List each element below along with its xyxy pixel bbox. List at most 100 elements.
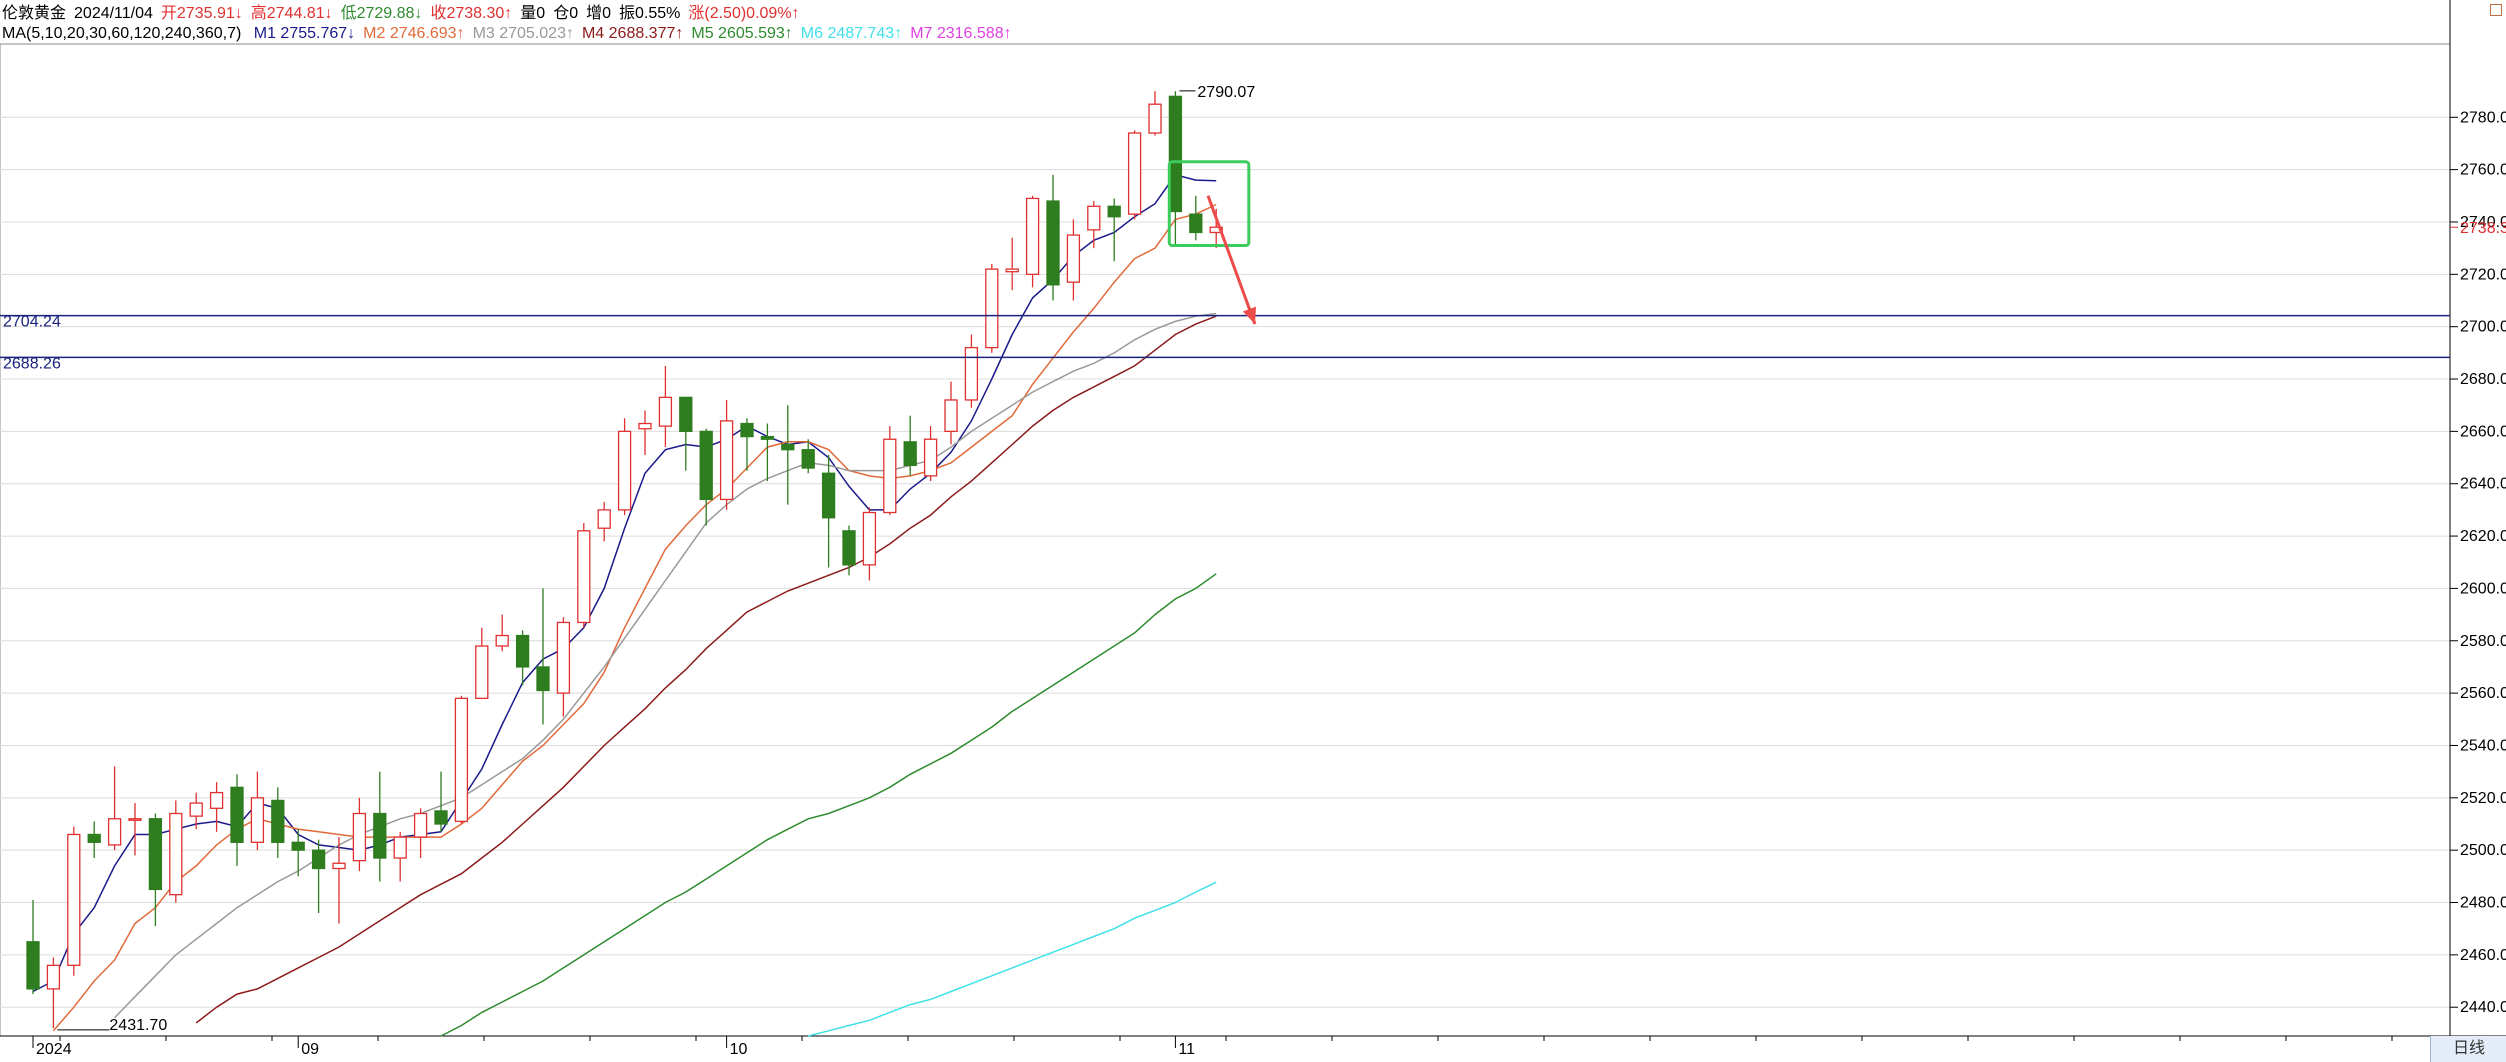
highlight-box[interactable] [1167,160,1251,248]
candle-up[interactable] [475,645,489,700]
candle-up[interactable] [454,697,469,823]
candle-up[interactable] [352,812,367,862]
header-amplitude: 振0.55% [619,5,681,22]
candle-up[interactable] [638,422,652,430]
candle-up[interactable] [1066,234,1081,283]
support-line-label: 2704.24 [3,314,61,331]
header-low: 低2729.88↓ [340,5,423,22]
candle-up[interactable] [209,791,224,809]
ma-m6: M6 2487.743↑ [800,25,903,42]
window-corner-box[interactable] [2490,4,2502,16]
candle-up[interactable] [393,836,407,859]
period-tab-daily[interactable]: 日线 [2430,1036,2506,1062]
x-tick-label: 10 [730,1041,748,1058]
candle-up[interactable] [1005,268,1019,273]
candle-up[interactable] [577,530,591,624]
candle-down[interactable] [536,666,550,692]
candle-down[interactable] [903,441,917,467]
candle-up[interactable] [1148,103,1162,134]
candle-up[interactable] [597,509,611,529]
candle-down[interactable] [842,530,856,566]
candle-down[interactable] [679,396,693,433]
candle-down[interactable] [515,634,530,668]
candle-down[interactable] [291,841,305,851]
y-tick-label: 2780.00 [2460,109,2506,126]
ma-line-m6 [808,881,1217,1037]
candle-down[interactable] [434,810,448,825]
last-price-label: 2738.30 [2460,220,2506,237]
ma-line-m1 [32,174,1217,993]
candle-down[interactable] [1189,213,1203,234]
candle-down[interactable] [699,430,713,501]
candle-up[interactable] [964,346,979,401]
candle-up[interactable] [923,438,938,477]
y-tick-label: 2680.00 [2460,371,2506,388]
candle-up[interactable] [1025,197,1040,275]
candle-up[interactable] [1127,132,1142,215]
candle-up[interactable] [169,812,183,896]
ma-m3: M3 2705.023↑ [472,25,574,42]
candle-down[interactable] [87,833,101,843]
candle-up[interactable] [189,802,203,817]
header-volume: 量0 [520,5,546,22]
candle-up[interactable] [944,399,958,433]
ma-header: MA(5,10,20,30,60,120,240,360,7) M1 2755.… [2,24,1020,44]
candle-up[interactable] [250,797,265,843]
header-increase: 增0 [586,5,611,22]
header-position: 仓0 [553,5,579,22]
y-tick-label: 2640.00 [2460,476,2506,493]
candle-up[interactable] [883,438,897,514]
y-tick-label: 2760.00 [2460,162,2506,179]
candle-up[interactable] [128,818,142,821]
header-close: 收2738.30↑ [430,5,513,22]
candle-up[interactable] [985,268,999,349]
candle-down[interactable] [801,449,815,469]
y-tick-label: 2480.00 [2460,895,2506,912]
candle-up[interactable] [46,964,61,990]
y-tick-label: 2580.00 [2460,633,2506,650]
y-tick-label: 2660.00 [2460,423,2506,440]
candle-up[interactable] [719,420,734,501]
y-tick-label: 2540.00 [2460,737,2506,754]
y-tick-label: 2460.00 [2460,947,2506,964]
candle-up[interactable] [107,818,122,846]
candle-down[interactable] [311,849,326,870]
candle-up[interactable] [862,511,877,566]
candle-down[interactable] [373,812,387,859]
header-high: 高2744.81↓ [250,5,333,22]
ma-m4: M4 2688.377↑ [581,25,684,42]
candle-up[interactable] [1087,205,1101,231]
candle-down[interactable] [740,422,754,438]
x-tick-label: 2024 [36,1041,72,1058]
candle-up[interactable] [413,812,428,838]
candle-down[interactable] [148,818,163,891]
candle-up[interactable] [1209,226,1223,234]
candle-down[interactable] [781,443,795,451]
candle-down[interactable] [271,799,285,843]
header-open: 开2735.91↓ [160,5,243,22]
ma-params: MA(5,10,20,30,60,120,240,360,7) [2,25,242,42]
y-tick-label: 2440.00 [2460,999,2506,1016]
ma-line-m4 [195,315,1217,1024]
chart-header-ohlc: 伦敦黄金 2024/11/04 开2735.91↓ 高2744.81↓ 低2729.88… [2,4,808,24]
candle-down[interactable] [26,941,40,990]
candle-down[interactable] [230,786,244,843]
candle-up[interactable] [67,833,81,966]
candle-up[interactable] [556,621,571,694]
candle-up[interactable] [658,396,673,427]
candle-down[interactable] [1046,200,1060,286]
candle-down[interactable] [1107,205,1121,218]
header-change: 涨(2.50)0.09%↑ [688,5,800,22]
candle-down[interactable] [821,472,836,519]
annotation-high-label: 2790.07 [1197,84,1255,101]
candle-down[interactable] [760,435,775,440]
candle-up[interactable] [332,862,346,870]
header-date: 2024/11/04 [74,5,153,22]
candle-up[interactable] [495,634,509,647]
y-tick-label: 2600.00 [2460,580,2506,597]
candle-down[interactable] [1168,95,1183,213]
candle-up[interactable] [617,430,632,511]
y-tick-label: 2520.00 [2460,790,2506,807]
plot-frame [0,43,2451,1037]
